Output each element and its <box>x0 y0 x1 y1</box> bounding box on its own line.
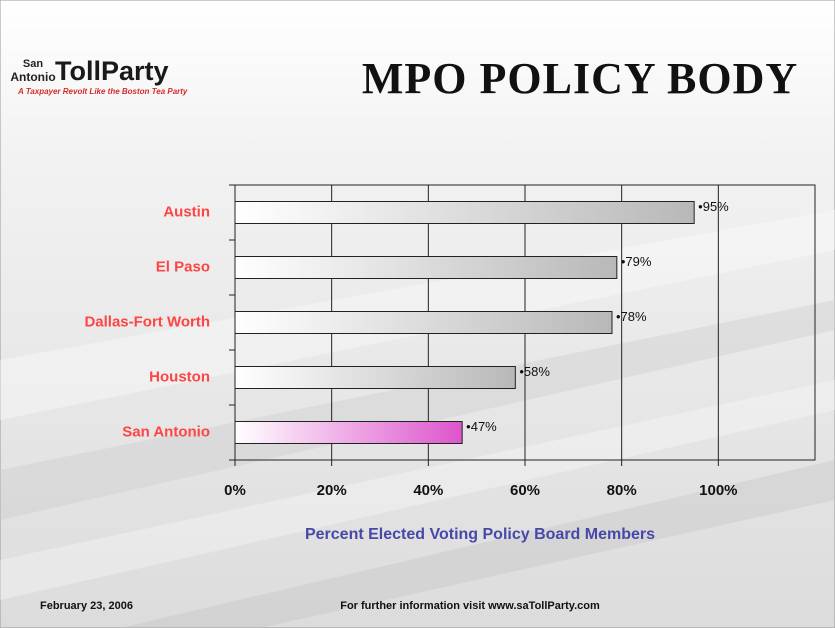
bar <box>234 256 618 279</box>
footer-info: For further information visit www.saToll… <box>340 600 600 612</box>
x-tick-label: 40% <box>413 482 443 499</box>
bar <box>234 201 695 224</box>
value-label: •79% <box>621 254 652 269</box>
bar <box>234 421 463 444</box>
value-label: •95% <box>698 199 729 214</box>
logo: San Antonio TollParty A Taxpayer Revolt … <box>10 56 188 96</box>
streak <box>0 300 835 520</box>
value-label: •78% <box>616 309 647 324</box>
category-label: San Antonio <box>122 423 210 440</box>
logo-top: San <box>23 58 43 70</box>
category-label: Houston <box>149 368 210 385</box>
x-tick-label: 100% <box>699 482 737 499</box>
logo-left: Antonio <box>10 70 55 84</box>
x-tick-label: 60% <box>510 482 540 499</box>
bar <box>234 366 516 389</box>
footer-date: February 23, 2006 <box>40 600 133 612</box>
x-tick-label: 80% <box>607 482 637 499</box>
value-label: •58% <box>519 364 550 379</box>
x-axis-label: Percent Elected Voting Policy Board Memb… <box>305 526 655 543</box>
logo-tagline: A Taxpayer Revolt Like the Boston Tea Pa… <box>17 87 188 96</box>
category-label: Dallas-Fort Worth <box>84 313 210 330</box>
plot: 0% 20% 40% 60% 80% 100% Austin •95% El Paso •79% D… <box>84 184 738 499</box>
x-tick-label: 20% <box>317 482 347 499</box>
category-label: Austin <box>163 203 210 220</box>
slide-title: MPO POLICY BODY <box>362 54 798 103</box>
category-label: El Paso <box>156 258 210 275</box>
streak <box>0 380 835 600</box>
bar <box>234 311 613 334</box>
streak <box>120 460 835 628</box>
logo-name: TollParty <box>55 56 169 86</box>
x-tick-label: 0% <box>224 482 246 499</box>
value-label: •47% <box>466 419 497 434</box>
